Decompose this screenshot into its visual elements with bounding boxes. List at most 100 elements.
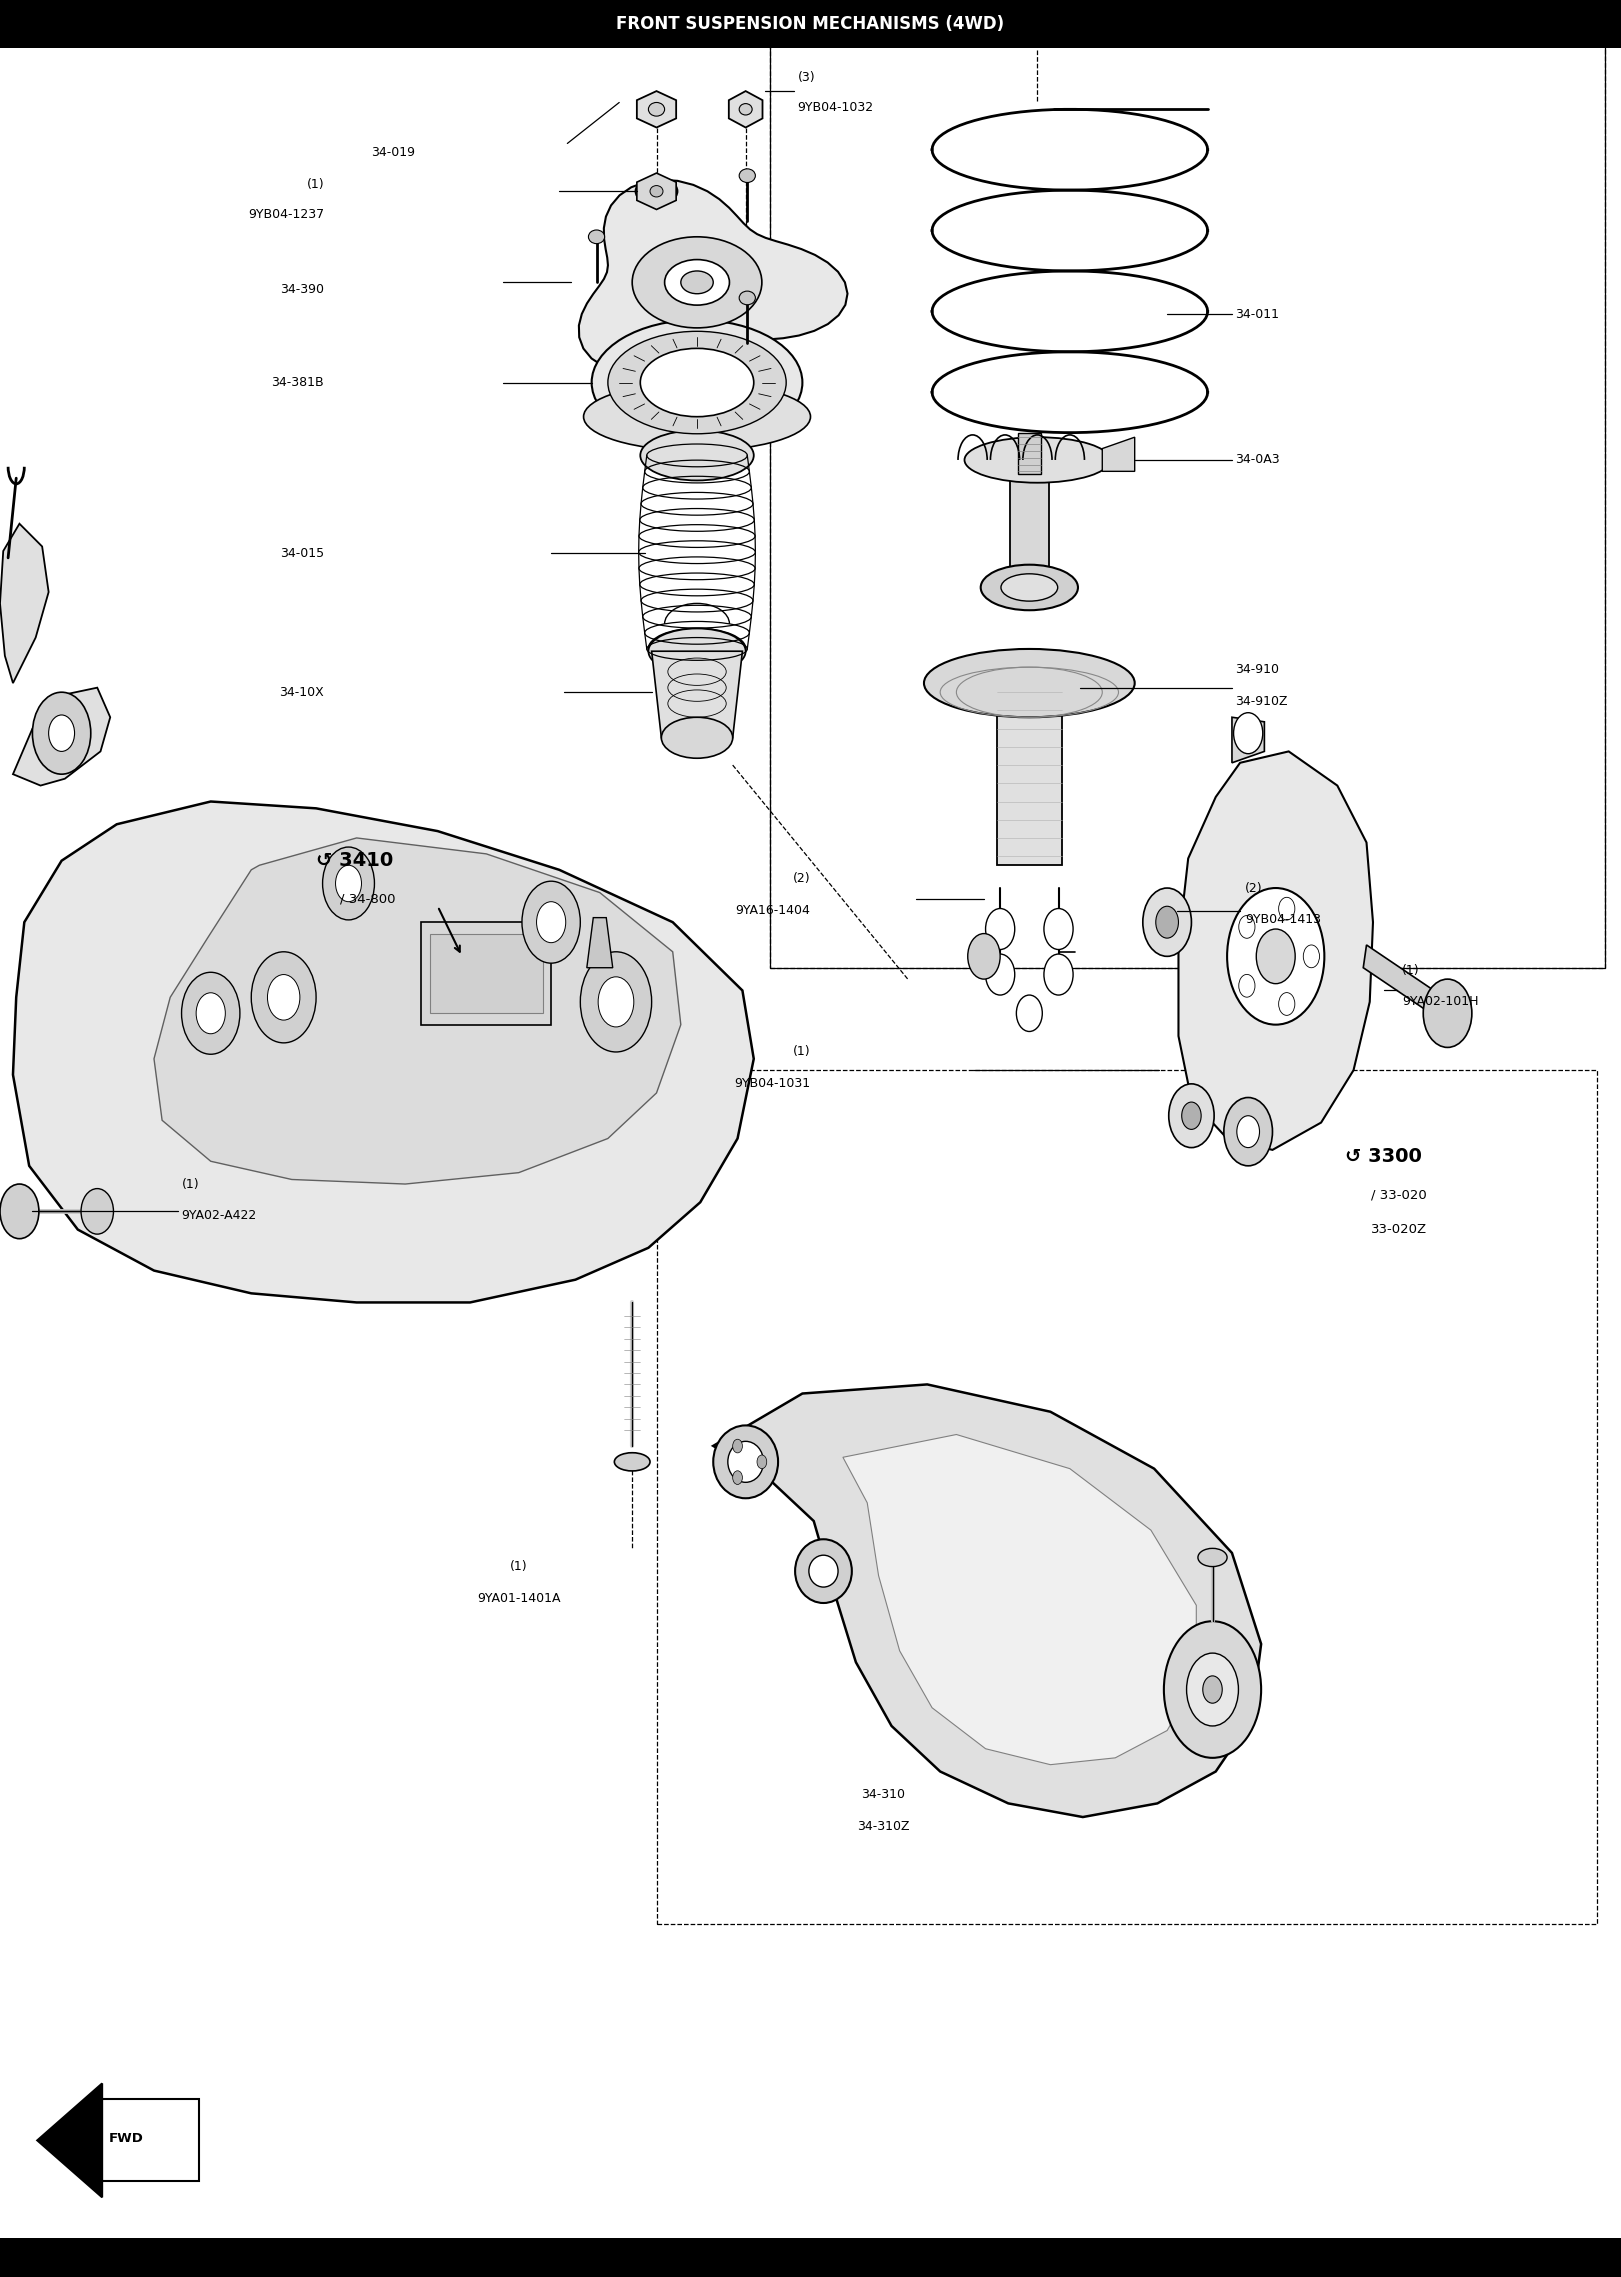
- Polygon shape: [587, 918, 613, 968]
- Circle shape: [1164, 1621, 1261, 1758]
- Circle shape: [1256, 929, 1295, 984]
- Circle shape: [1143, 888, 1191, 956]
- Text: FWD: FWD: [109, 2131, 144, 2145]
- Circle shape: [1227, 888, 1324, 1025]
- Circle shape: [733, 1439, 742, 1453]
- Polygon shape: [637, 91, 676, 128]
- Circle shape: [1237, 1116, 1260, 1148]
- Text: 34-10X: 34-10X: [279, 685, 324, 699]
- Circle shape: [580, 952, 652, 1052]
- Polygon shape: [729, 91, 762, 128]
- Ellipse shape: [739, 102, 752, 116]
- Circle shape: [986, 954, 1015, 995]
- Ellipse shape: [681, 271, 713, 294]
- Text: 9YB04-1237: 9YB04-1237: [248, 207, 324, 221]
- Polygon shape: [1363, 945, 1451, 1025]
- Text: (2): (2): [793, 872, 810, 886]
- Text: 9YA02-A422: 9YA02-A422: [182, 1209, 256, 1223]
- Text: (1): (1): [511, 1560, 527, 1573]
- Ellipse shape: [1002, 574, 1059, 601]
- Polygon shape: [1232, 717, 1264, 763]
- Text: ↺ 3300: ↺ 3300: [1345, 1148, 1422, 1166]
- Ellipse shape: [632, 237, 762, 328]
- Text: 34-011: 34-011: [1235, 307, 1279, 321]
- Text: / 33-020: / 33-020: [1371, 1189, 1426, 1202]
- Circle shape: [336, 865, 361, 902]
- Ellipse shape: [592, 319, 802, 446]
- Polygon shape: [13, 802, 754, 1302]
- Circle shape: [1169, 1084, 1214, 1148]
- Polygon shape: [0, 524, 49, 683]
- Text: (1): (1): [1402, 963, 1420, 977]
- Circle shape: [1044, 909, 1073, 950]
- Text: (3): (3): [798, 71, 815, 84]
- Ellipse shape: [588, 230, 605, 244]
- Text: 9YA01-1401A: 9YA01-1401A: [477, 1592, 561, 1605]
- Circle shape: [251, 952, 316, 1043]
- Circle shape: [1234, 713, 1263, 754]
- Ellipse shape: [809, 1555, 838, 1587]
- Bar: [1010, 467, 1049, 581]
- Circle shape: [733, 1471, 742, 1485]
- Bar: [0, 0, 1621, 48]
- Text: ↺ 3410: ↺ 3410: [316, 852, 394, 870]
- Bar: [770, 46, 1605, 968]
- Polygon shape: [1102, 437, 1135, 471]
- Circle shape: [1224, 1098, 1272, 1166]
- Polygon shape: [713, 1384, 1261, 1817]
- Circle shape: [1182, 1102, 1201, 1129]
- Bar: [421, 922, 551, 1025]
- Circle shape: [1279, 897, 1295, 920]
- Text: 9YB04-1413: 9YB04-1413: [1245, 913, 1321, 927]
- Ellipse shape: [739, 168, 755, 182]
- Text: 33-020Z: 33-020Z: [1371, 1223, 1428, 1236]
- Ellipse shape: [796, 1539, 853, 1603]
- Circle shape: [1303, 945, 1319, 968]
- Text: 34-910: 34-910: [1235, 663, 1279, 676]
- Text: (1): (1): [182, 1177, 199, 1191]
- Polygon shape: [637, 173, 676, 209]
- Ellipse shape: [924, 649, 1135, 717]
- Text: (1): (1): [793, 1045, 810, 1059]
- Text: / 34-800: / 34-800: [340, 893, 396, 906]
- Text: 34-390: 34-390: [280, 282, 324, 296]
- Circle shape: [49, 715, 75, 751]
- Circle shape: [81, 1189, 113, 1234]
- Ellipse shape: [739, 291, 755, 305]
- Circle shape: [0, 1184, 39, 1239]
- Bar: [99, 2099, 199, 2181]
- Ellipse shape: [648, 102, 665, 116]
- Text: (2): (2): [1245, 881, 1263, 895]
- Ellipse shape: [650, 184, 663, 198]
- Polygon shape: [843, 1435, 1196, 1765]
- Circle shape: [1016, 995, 1042, 1031]
- Ellipse shape: [665, 260, 729, 305]
- Circle shape: [1187, 1653, 1238, 1726]
- Bar: [1018, 433, 1041, 474]
- Text: 34-310: 34-310: [861, 1787, 906, 1801]
- Text: 9YB04-1031: 9YB04-1031: [734, 1077, 810, 1091]
- Ellipse shape: [648, 628, 746, 674]
- Ellipse shape: [981, 565, 1078, 610]
- Text: 34-381B: 34-381B: [272, 376, 324, 389]
- Text: 9YB04-1032: 9YB04-1032: [798, 100, 874, 114]
- Circle shape: [32, 692, 91, 774]
- Text: 34-015: 34-015: [280, 546, 324, 560]
- Ellipse shape: [964, 437, 1110, 483]
- Ellipse shape: [584, 383, 810, 451]
- Circle shape: [1203, 1676, 1222, 1703]
- Polygon shape: [37, 2083, 102, 2197]
- Ellipse shape: [635, 178, 678, 205]
- Polygon shape: [579, 180, 848, 373]
- Ellipse shape: [661, 717, 733, 758]
- Bar: [430, 934, 543, 1013]
- Circle shape: [1279, 993, 1295, 1016]
- Text: 9YA16-1404: 9YA16-1404: [736, 904, 810, 918]
- Text: 34-019: 34-019: [371, 146, 415, 159]
- Circle shape: [986, 909, 1015, 950]
- Text: 34-0A3: 34-0A3: [1235, 453, 1281, 467]
- Text: (1): (1): [306, 178, 324, 191]
- Polygon shape: [652, 651, 742, 738]
- Ellipse shape: [608, 330, 786, 433]
- Circle shape: [522, 881, 580, 963]
